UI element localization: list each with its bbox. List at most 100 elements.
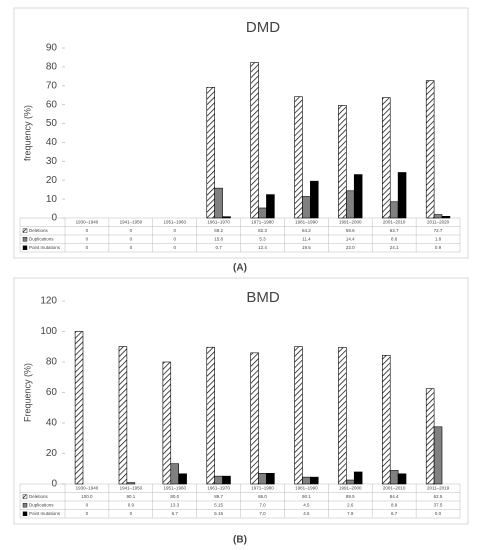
table-value: 86.0 — [258, 494, 267, 499]
bar — [126, 482, 136, 485]
bar — [294, 346, 303, 485]
table-value: 69.2 — [214, 228, 223, 233]
y-tick-label: 60 — [46, 387, 58, 398]
x-tick-label: 1930–1940 — [76, 485, 99, 490]
table-value: 8.9 — [391, 502, 398, 507]
table-value: 7.9 — [347, 511, 354, 516]
table-value: 4.5 — [303, 511, 310, 516]
bar — [258, 473, 267, 485]
y-tick-label: 40 — [46, 418, 58, 429]
table-value: 7.0 — [259, 511, 266, 516]
x-tick-label: 1991–2000 — [339, 485, 362, 490]
bar — [206, 346, 215, 485]
chart-title: DMD — [246, 19, 280, 36]
bar — [222, 475, 231, 485]
table-value: 5.15 — [214, 511, 223, 516]
bar — [170, 463, 179, 485]
chart-frame — [13, 7, 469, 259]
x-tick-label: 1941–1950 — [120, 485, 143, 490]
table-value: 37.5 — [434, 502, 443, 507]
bar — [389, 470, 399, 485]
bar — [250, 352, 259, 485]
y-tick-label: 10 — [46, 194, 58, 205]
x-tick-label: 1961–1970 — [207, 485, 230, 490]
table-value: 12.4 — [258, 245, 267, 250]
bar — [250, 62, 259, 219]
table-value: 0 — [130, 236, 133, 241]
table-value: 72.7 — [434, 228, 443, 233]
x-tick-label: 1981–1990 — [295, 485, 318, 490]
y-tick-label: 70 — [46, 80, 58, 91]
bar — [222, 216, 231, 219]
y-tick-label: 40 — [46, 137, 58, 148]
legend-label: Duplications — [29, 236, 54, 241]
table-value: 0 — [86, 511, 89, 516]
bar — [302, 476, 311, 485]
bar — [310, 180, 319, 219]
y-tick-label: 80 — [46, 62, 58, 73]
bar — [353, 471, 363, 485]
bar — [382, 354, 391, 485]
bar — [118, 346, 128, 485]
bar — [302, 196, 311, 219]
table-value: 90.1 — [126, 494, 135, 499]
table-value: 15.8 — [214, 236, 223, 241]
bar — [178, 473, 187, 485]
bar — [214, 475, 223, 485]
table-value: 4.5 — [303, 502, 310, 507]
chart-title: BMD — [246, 289, 280, 306]
legend-swatch — [22, 228, 28, 233]
bar — [425, 388, 435, 485]
table-value: 64.2 — [302, 228, 311, 233]
chart-frame — [13, 277, 469, 525]
table-value: 8.6 — [391, 236, 398, 241]
legend-label: Deletions — [29, 228, 49, 233]
table-value: 62.5 — [434, 494, 443, 499]
x-tick-label: 1971–1980 — [251, 219, 274, 224]
bar — [338, 347, 347, 485]
table-value: 100.0 — [81, 494, 93, 499]
table-value: 84.4 — [390, 494, 399, 499]
table-value: 0 — [173, 245, 176, 250]
bar — [338, 105, 347, 219]
bar — [310, 476, 319, 485]
bar — [433, 426, 443, 485]
bar — [433, 214, 443, 219]
table-value: 14.4 — [346, 236, 355, 241]
bar — [353, 174, 363, 219]
table-value: 59.6 — [346, 228, 355, 233]
legend-label: Deletions — [29, 494, 49, 499]
table-value: 19.5 — [302, 245, 311, 250]
table-value: 89.5 — [346, 494, 355, 499]
y-tick-label: 100 — [40, 326, 57, 337]
table-value: 0 — [130, 511, 133, 516]
caption: (A) — [233, 263, 247, 274]
table-value: 0.0 — [435, 511, 442, 516]
bar — [397, 473, 407, 485]
caption: (B) — [233, 535, 247, 546]
table-value: 80.0 — [170, 494, 179, 499]
bar — [206, 86, 215, 219]
x-tick-label: 2001–2010 — [383, 485, 406, 490]
y-tick-label: 20 — [46, 175, 58, 186]
table-value: 63.7 — [390, 228, 399, 233]
bar — [74, 331, 84, 485]
table-value: 82.3 — [258, 228, 267, 233]
table-value: 0.7 — [215, 245, 222, 250]
bar — [162, 361, 172, 485]
legend-swatch — [22, 511, 28, 516]
y-tick-label: 60 — [46, 99, 58, 110]
x-tick-label: 1930–1940 — [76, 219, 99, 224]
bar — [214, 187, 223, 219]
x-tick-label: 1961–1970 — [207, 219, 230, 224]
table-value: 0.9 — [128, 502, 135, 507]
x-tick-label: 1951–1960 — [163, 485, 186, 490]
y-tick-label: 120 — [40, 296, 57, 307]
bar — [425, 80, 435, 219]
bar — [346, 479, 355, 485]
table-value: 24.1 — [390, 245, 399, 250]
legend-swatch — [22, 494, 28, 499]
bar — [382, 97, 391, 219]
x-tick-label: 1951–1960 — [163, 219, 186, 224]
y-tick-label: 90 — [46, 43, 58, 54]
